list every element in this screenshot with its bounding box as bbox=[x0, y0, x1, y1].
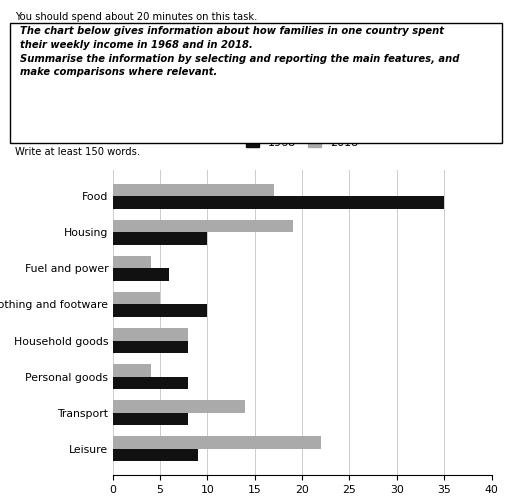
Text: You should spend about 20 minutes on this task.: You should spend about 20 minutes on thi… bbox=[15, 12, 258, 22]
Bar bbox=[113, 364, 151, 376]
Bar bbox=[113, 412, 188, 425]
Bar bbox=[113, 232, 207, 245]
Bar bbox=[113, 268, 169, 281]
Bar bbox=[113, 448, 198, 461]
Bar bbox=[113, 328, 188, 340]
Text: Write at least 150 words.: Write at least 150 words. bbox=[15, 147, 140, 157]
Bar bbox=[113, 292, 160, 304]
Bar bbox=[113, 220, 293, 232]
Bar bbox=[113, 304, 207, 317]
Text: Summarise the information by selecting and reporting the main features, and
make: Summarise the information by selecting a… bbox=[20, 54, 460, 77]
Text: The chart below gives information about how families in one country spent
their : The chart below gives information about … bbox=[20, 26, 444, 50]
Bar bbox=[113, 184, 273, 196]
Bar bbox=[113, 376, 188, 389]
Title: 1968 and 2018: average weekly spending by families: 1968 and 2018: average weekly spending b… bbox=[125, 130, 479, 142]
Bar bbox=[113, 340, 188, 353]
Bar bbox=[113, 436, 321, 448]
Bar bbox=[113, 196, 444, 209]
Bar bbox=[113, 400, 245, 412]
Legend: 1968, 2018: 1968, 2018 bbox=[242, 133, 362, 152]
Bar bbox=[113, 256, 151, 268]
